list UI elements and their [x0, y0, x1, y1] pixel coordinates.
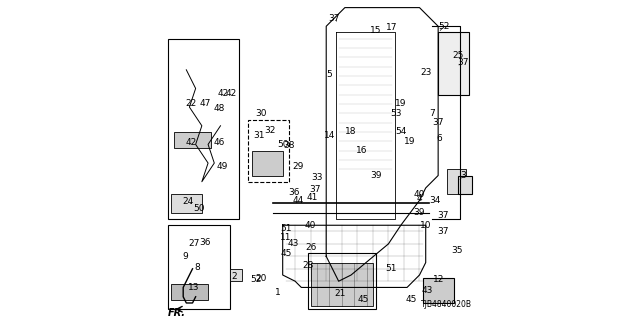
Text: 21: 21 — [335, 289, 346, 298]
Text: 41: 41 — [307, 193, 318, 202]
Text: 40: 40 — [305, 221, 316, 230]
Text: 29: 29 — [292, 162, 304, 171]
Bar — [447, 169, 466, 194]
Text: 2: 2 — [232, 272, 237, 281]
Text: 23: 23 — [420, 68, 431, 77]
Text: 8: 8 — [195, 263, 200, 272]
Text: 24: 24 — [182, 197, 193, 206]
Text: 18: 18 — [346, 127, 357, 136]
Bar — [310, 263, 373, 306]
Text: 6: 6 — [437, 134, 443, 143]
Bar — [458, 175, 472, 194]
Text: 19: 19 — [395, 100, 406, 108]
Text: 45: 45 — [280, 249, 291, 258]
Text: 45: 45 — [406, 295, 417, 304]
Text: 49: 49 — [216, 162, 228, 171]
Bar — [171, 284, 208, 300]
Text: 32: 32 — [264, 126, 276, 135]
Text: 45: 45 — [358, 295, 369, 304]
Text: 54: 54 — [395, 127, 406, 136]
Text: 30: 30 — [255, 109, 267, 118]
Text: 52: 52 — [438, 22, 450, 31]
Text: 37: 37 — [328, 14, 340, 23]
Text: 34: 34 — [429, 196, 441, 205]
Text: 52: 52 — [251, 275, 262, 284]
Text: 36: 36 — [199, 238, 211, 247]
Text: 20: 20 — [255, 274, 267, 283]
Text: 48: 48 — [213, 104, 225, 113]
Text: TJB4840020B: TJB4840020B — [421, 300, 472, 309]
Text: 50: 50 — [193, 204, 205, 213]
Bar — [168, 39, 239, 219]
Text: 44: 44 — [292, 196, 304, 205]
Text: 37: 37 — [437, 212, 449, 220]
Text: 31: 31 — [253, 131, 265, 140]
Text: 42: 42 — [186, 138, 196, 147]
Bar — [230, 269, 243, 281]
Text: 10: 10 — [420, 221, 431, 230]
Text: 13: 13 — [188, 283, 200, 292]
Text: 27: 27 — [188, 239, 200, 248]
Text: 28: 28 — [302, 261, 313, 270]
Text: 35: 35 — [451, 246, 463, 255]
Text: 36: 36 — [288, 188, 300, 197]
Text: 1: 1 — [275, 288, 281, 297]
Text: 9: 9 — [182, 252, 188, 261]
Text: 3: 3 — [460, 171, 466, 180]
Bar — [168, 225, 230, 309]
Text: 37: 37 — [310, 185, 321, 194]
Text: 40: 40 — [414, 190, 425, 199]
Text: 50: 50 — [277, 140, 289, 149]
Text: 14: 14 — [324, 131, 335, 140]
Bar — [248, 120, 289, 182]
Text: 5: 5 — [326, 70, 332, 79]
Text: 4: 4 — [417, 194, 422, 203]
Text: 38: 38 — [283, 141, 294, 150]
Text: 11: 11 — [280, 233, 292, 242]
Text: 53: 53 — [390, 109, 402, 118]
Bar — [308, 253, 376, 309]
Text: 25: 25 — [452, 51, 464, 60]
Text: 46: 46 — [213, 138, 225, 147]
Text: 43: 43 — [422, 286, 433, 295]
Bar — [252, 151, 283, 175]
Text: 7: 7 — [429, 109, 435, 118]
Text: 42: 42 — [218, 89, 229, 98]
Bar — [171, 194, 202, 213]
Text: 42: 42 — [226, 89, 237, 98]
Bar — [438, 33, 469, 95]
Text: 37: 37 — [433, 118, 444, 127]
Text: 22: 22 — [186, 100, 196, 108]
Text: 17: 17 — [386, 23, 397, 32]
Text: 19: 19 — [404, 137, 416, 146]
Text: 51: 51 — [280, 224, 292, 233]
Text: 39: 39 — [370, 171, 381, 180]
Text: 39: 39 — [413, 208, 425, 217]
Text: 12: 12 — [433, 275, 444, 284]
Bar — [174, 132, 211, 148]
Text: 51: 51 — [386, 264, 397, 273]
Text: 26: 26 — [305, 243, 316, 252]
Text: FR.: FR. — [168, 308, 186, 318]
Text: 16: 16 — [356, 146, 368, 155]
Text: 37: 37 — [457, 58, 468, 67]
Text: 33: 33 — [311, 172, 323, 181]
Bar — [422, 278, 454, 303]
Text: 37: 37 — [437, 227, 449, 236]
Text: 43: 43 — [288, 239, 300, 248]
Text: 47: 47 — [199, 100, 211, 108]
Text: 15: 15 — [370, 27, 381, 36]
